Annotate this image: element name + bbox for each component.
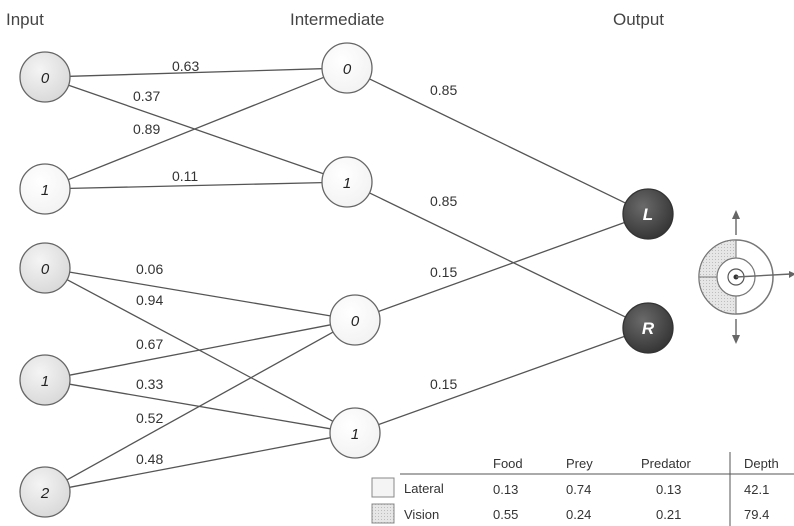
intermediate-node-label: 0 — [351, 313, 360, 330]
weight-label-in-2-to-mid-1b: 0.48 — [136, 451, 163, 467]
edge-in-1a-to-mid-0a — [67, 76, 325, 181]
weight-label-mid-0b-to-out-l: 0.15 — [430, 264, 457, 280]
weight-label-in-0b-to-mid-0b: 0.06 — [136, 261, 163, 277]
output-node-out-r: R — [622, 302, 674, 354]
edge-in-1b-to-mid-0b — [69, 324, 331, 376]
output-node-circle — [622, 302, 674, 354]
weight-label-in-1b-to-mid-0b: 0.67 — [136, 336, 163, 352]
edge-in-0a-to-mid-1a — [68, 84, 324, 175]
input-node-circle — [19, 242, 71, 294]
row-label-vision: Vision — [404, 507, 439, 522]
vision-food: 0.55 — [493, 507, 518, 522]
input-node-label: 1 — [41, 373, 49, 390]
weight-label-in-1a-to-mid-1a: 0.11 — [172, 168, 198, 184]
input-node-label: 0 — [41, 261, 50, 278]
weights-layer: 0.63 0.37 0.89 0.11 0.06 0.94 0.67 0.33 0.52 0.48… — [133, 58, 457, 467]
intermediate-node-circle — [321, 42, 373, 94]
intermediate-node-mid-0b: 0 — [329, 294, 381, 346]
input-node-in-0a: 0 — [19, 51, 71, 103]
weight-label-mid-1a-to-out-r: 0.85 — [430, 193, 457, 209]
lateral-predator: 0.13 — [656, 482, 681, 497]
weight-label-in-1a-to-mid-0a: 0.89 — [133, 121, 160, 137]
edge-in-0a-to-mid-0a — [69, 68, 323, 77]
sensor-table: Food Prey Predator Depth Lateral 0.13 0.… — [371, 452, 794, 526]
table-header-prey: Prey — [566, 456, 593, 471]
intermediate-node-label: 0 — [343, 61, 352, 78]
intermediate-header: Intermediate — [290, 10, 385, 29]
table-header-depth: Depth — [744, 456, 779, 471]
lateral-depth: 42.1 — [744, 482, 769, 497]
input-header: Input — [6, 10, 44, 29]
weight-label-in-2-to-mid-0b: 0.52 — [136, 410, 163, 426]
output-node-out-l: L — [622, 188, 674, 240]
edge-in-1a-to-mid-1a — [69, 181, 323, 190]
edge-in-0b-to-mid-0b — [69, 271, 331, 317]
vision-depth: 79.4 — [744, 507, 769, 522]
intermediate-node-circle — [329, 294, 381, 346]
input-node-label: 2 — [40, 485, 50, 502]
edges-layer — [66, 68, 626, 488]
weight-label-mid-0a-to-out-l: 0.85 — [430, 82, 457, 98]
weight-label-in-1b-to-mid-1b: 0.33 — [136, 376, 163, 392]
edge-mid-0a-to-out-l — [369, 78, 626, 204]
input-node-circle — [19, 163, 71, 215]
weight-label-mid-1b-to-out-r: 0.15 — [430, 376, 457, 392]
direction-sensor-icon — [698, 210, 794, 344]
lateral-prey: 0.74 — [566, 482, 591, 497]
lateral-swatch — [371, 477, 395, 498]
intermediate-node-mid-1a: 1 — [321, 156, 373, 208]
weight-label-in-0b-to-mid-1b: 0.94 — [136, 292, 163, 308]
edge-mid-1b-to-out-r — [378, 335, 625, 426]
weight-label-in-0a-to-mid-0a: 0.63 — [172, 58, 199, 74]
input-node-in-1b: 1 — [19, 354, 71, 406]
input-node-circle — [19, 466, 71, 518]
input-node-label: 1 — [41, 182, 49, 199]
lateral-food: 0.13 — [493, 482, 518, 497]
output-header: Output — [613, 10, 664, 29]
output-node-circle — [622, 188, 674, 240]
vision-swatch — [371, 503, 395, 524]
input-node-label: 0 — [41, 70, 50, 87]
input-node-in-2: 2 — [19, 466, 71, 518]
edge-mid-1a-to-out-r — [369, 192, 626, 318]
intermediate-node-circle — [321, 156, 373, 208]
output-node-label: R — [642, 319, 655, 338]
input-node-circle — [19, 354, 71, 406]
input-node-circle — [19, 51, 71, 103]
edge-in-2-to-mid-0b — [66, 331, 334, 481]
intermediate-node-label: 1 — [351, 426, 359, 443]
edge-in-2-to-mid-1b — [69, 437, 331, 488]
intermediate-node-mid-1b: 1 — [329, 407, 381, 459]
intermediate-node-circle — [329, 407, 381, 459]
row-label-lateral: Lateral — [404, 481, 444, 496]
vision-prey: 0.24 — [566, 507, 591, 522]
nodes-layer: 0 1 0 1 2 0 1 0 1 L R — [19, 42, 674, 518]
output-node-label: L — [643, 205, 653, 224]
weight-label-in-0a-to-mid-1a: 0.37 — [133, 88, 160, 104]
table-header-food: Food — [493, 456, 523, 471]
edge-mid-0b-to-out-l — [378, 221, 625, 313]
intermediate-node-mid-0a: 0 — [321, 42, 373, 94]
intermediate-node-label: 1 — [343, 175, 351, 192]
vision-predator: 0.21 — [656, 507, 681, 522]
table-header-predator: Predator — [641, 456, 692, 471]
input-node-in-0b: 0 — [19, 242, 71, 294]
input-node-in-1a: 1 — [19, 163, 71, 215]
